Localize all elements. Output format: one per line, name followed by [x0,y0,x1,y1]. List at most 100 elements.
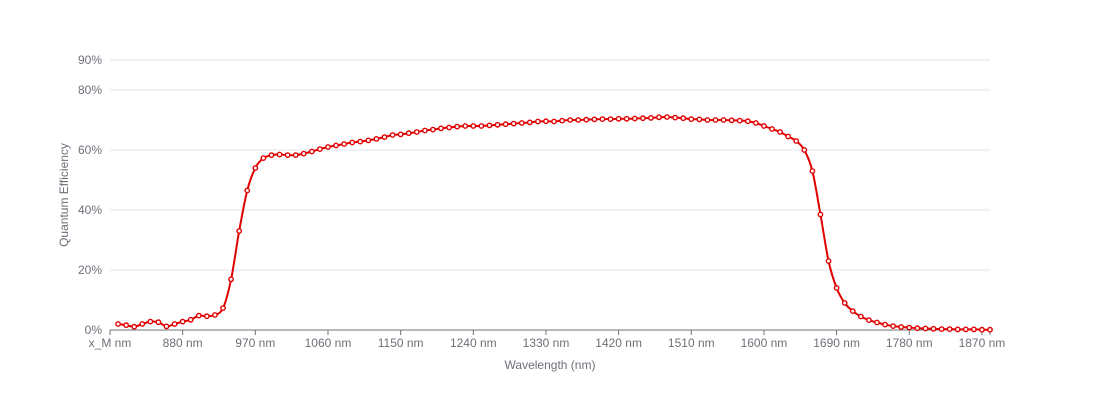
data-point[interactable] [325,144,331,150]
data-point[interactable] [397,131,404,138]
data-point[interactable] [187,316,194,323]
data-point[interactable] [648,115,654,121]
data-point[interactable] [268,152,275,159]
data-point[interactable] [341,141,348,147]
data-point[interactable] [793,138,800,144]
data-point[interactable] [421,127,428,134]
data-point[interactable] [728,117,735,124]
data-point[interactable] [954,326,961,333]
data-point[interactable] [623,115,630,122]
data-point[interactable] [672,114,679,121]
data-point[interactable] [615,115,622,122]
data-point[interactable] [890,323,897,329]
data-point[interactable] [365,137,372,144]
data-point[interactable] [946,326,953,332]
data-point[interactable] [712,117,719,123]
data-point[interactable] [874,319,880,326]
data-point[interactable] [284,152,291,159]
data-point[interactable] [817,211,824,218]
data-point[interactable] [866,317,872,323]
data-point[interactable] [317,146,323,153]
data-point[interactable] [575,117,582,123]
data-point[interactable] [534,118,541,125]
data-point[interactable] [228,276,235,283]
data-point[interactable] [139,321,146,327]
data-point[interactable] [486,122,493,129]
data-point[interactable] [979,326,985,333]
data-point[interactable] [430,126,436,133]
data-point[interactable] [801,147,808,153]
data-point[interactable] [349,139,356,146]
data-point[interactable] [631,115,638,122]
data-point[interactable] [688,116,695,123]
data-point[interactable] [220,305,226,311]
data-point[interactable] [825,258,832,264]
data-point[interactable] [664,114,670,120]
data-point[interactable] [591,116,598,123]
data-point[interactable] [922,325,929,332]
data-point[interactable] [292,152,299,159]
data-point[interactable] [518,120,525,126]
data-point[interactable] [357,138,364,145]
data-point[interactable] [769,126,775,132]
data-point[interactable] [970,326,977,333]
data-point[interactable] [212,312,218,318]
data-point[interactable] [155,319,162,326]
data-point[interactable] [510,120,517,127]
data-point[interactable] [599,116,606,123]
data-point[interactable] [744,118,751,125]
data-point[interactable] [752,120,759,126]
data-point[interactable] [373,135,380,142]
data-point[interactable] [583,116,590,123]
data-point[interactable] [559,117,566,124]
data-point[interactable] [785,133,792,140]
data-point[interactable] [736,117,743,124]
data-point[interactable] [526,119,533,126]
data-point[interactable] [849,308,856,314]
data-point[interactable] [115,321,121,327]
data-point[interactable] [841,300,848,306]
data-point[interactable] [478,123,485,129]
data-point[interactable] [914,325,921,332]
data-point[interactable] [906,324,913,331]
data-point[interactable] [494,121,501,128]
data-point[interactable] [809,168,816,174]
data-point[interactable] [308,148,315,155]
data-point[interactable] [389,132,396,138]
data-point[interactable] [454,123,461,130]
data-point[interactable] [502,121,509,128]
data-point[interactable] [446,124,452,131]
data-point[interactable] [607,116,614,123]
data-point[interactable] [252,165,259,171]
data-point[interactable] [930,325,937,332]
data-point[interactable] [833,285,840,291]
data-point[interactable] [244,187,251,194]
data-point[interactable] [381,134,388,141]
data-point[interactable] [260,155,267,162]
data-point[interactable] [761,123,767,129]
data-point[interactable] [720,117,727,123]
data-point[interactable] [131,323,138,330]
data-point[interactable] [543,118,549,125]
data-point[interactable] [333,142,339,149]
data-point[interactable] [236,228,243,234]
data-point[interactable] [656,114,662,121]
data-point[interactable] [470,123,477,129]
data-point[interactable] [680,115,687,122]
data-point[interactable] [123,322,130,329]
data-point[interactable] [857,313,864,320]
data-point[interactable] [567,117,574,123]
data-point[interactable] [147,318,154,325]
data-point[interactable] [462,123,469,129]
data-point[interactable] [413,129,420,135]
data-point[interactable] [551,118,557,125]
data-point[interactable] [203,313,210,320]
data-point[interactable] [898,324,905,330]
data-point[interactable] [639,115,646,122]
data-point[interactable] [179,318,186,325]
data-point[interactable] [300,150,307,157]
data-point[interactable] [696,116,703,123]
data-point[interactable] [962,326,969,333]
data-point[interactable] [171,321,178,327]
data-point[interactable] [276,151,283,158]
